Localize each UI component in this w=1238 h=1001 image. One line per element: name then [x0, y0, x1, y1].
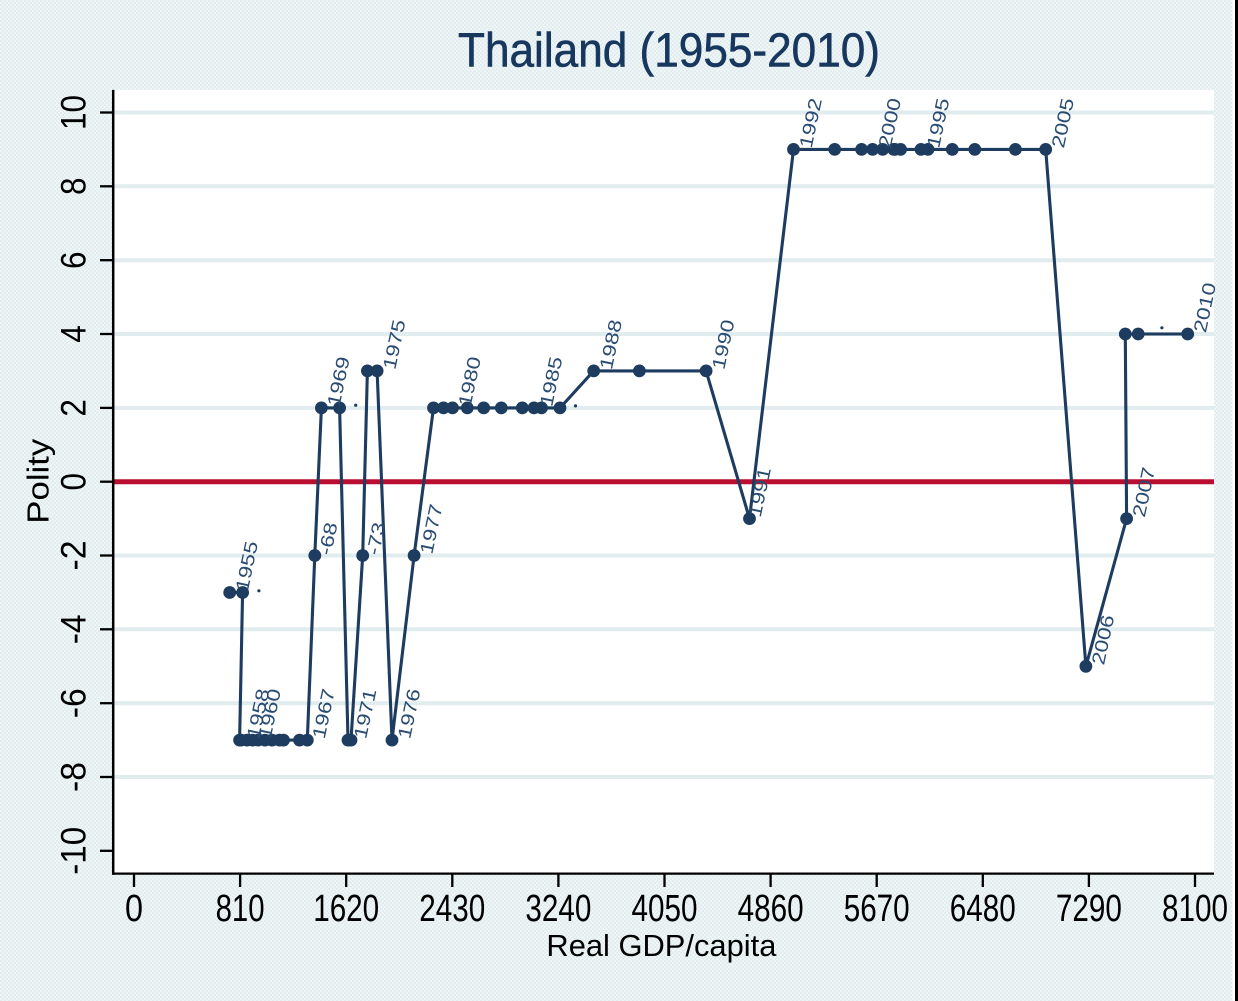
svg-text:5670: 5670 [844, 888, 910, 930]
svg-text:8100: 8100 [1162, 888, 1228, 930]
svg-text:Thailand (1955-2010): Thailand (1955-2010) [458, 24, 880, 77]
svg-text:2: 2 [55, 399, 94, 417]
svg-text:4860: 4860 [738, 888, 804, 930]
svg-text:Polity: Polity [21, 438, 56, 524]
svg-text:4: 4 [55, 325, 94, 343]
svg-text:10: 10 [55, 95, 94, 130]
svg-text:7290: 7290 [1056, 888, 1122, 930]
svg-text:-6: -6 [55, 688, 94, 718]
svg-text:0: 0 [125, 888, 143, 930]
svg-text:4050: 4050 [632, 888, 698, 930]
svg-text:6480: 6480 [950, 888, 1016, 930]
svg-text:3240: 3240 [525, 888, 591, 930]
svg-text:8: 8 [55, 178, 94, 196]
svg-text:-8: -8 [55, 762, 94, 792]
svg-text:1620: 1620 [313, 888, 379, 930]
svg-text:-2: -2 [55, 541, 94, 571]
svg-text:Real GDP/capita: Real GDP/capita [546, 928, 777, 963]
svg-text:0: 0 [55, 473, 94, 491]
svg-text:6: 6 [55, 251, 94, 269]
svg-text:-10: -10 [55, 827, 94, 875]
svg-text:-4: -4 [55, 614, 94, 644]
svg-text:810: 810 [216, 888, 265, 930]
svg-text:2430: 2430 [419, 888, 485, 930]
